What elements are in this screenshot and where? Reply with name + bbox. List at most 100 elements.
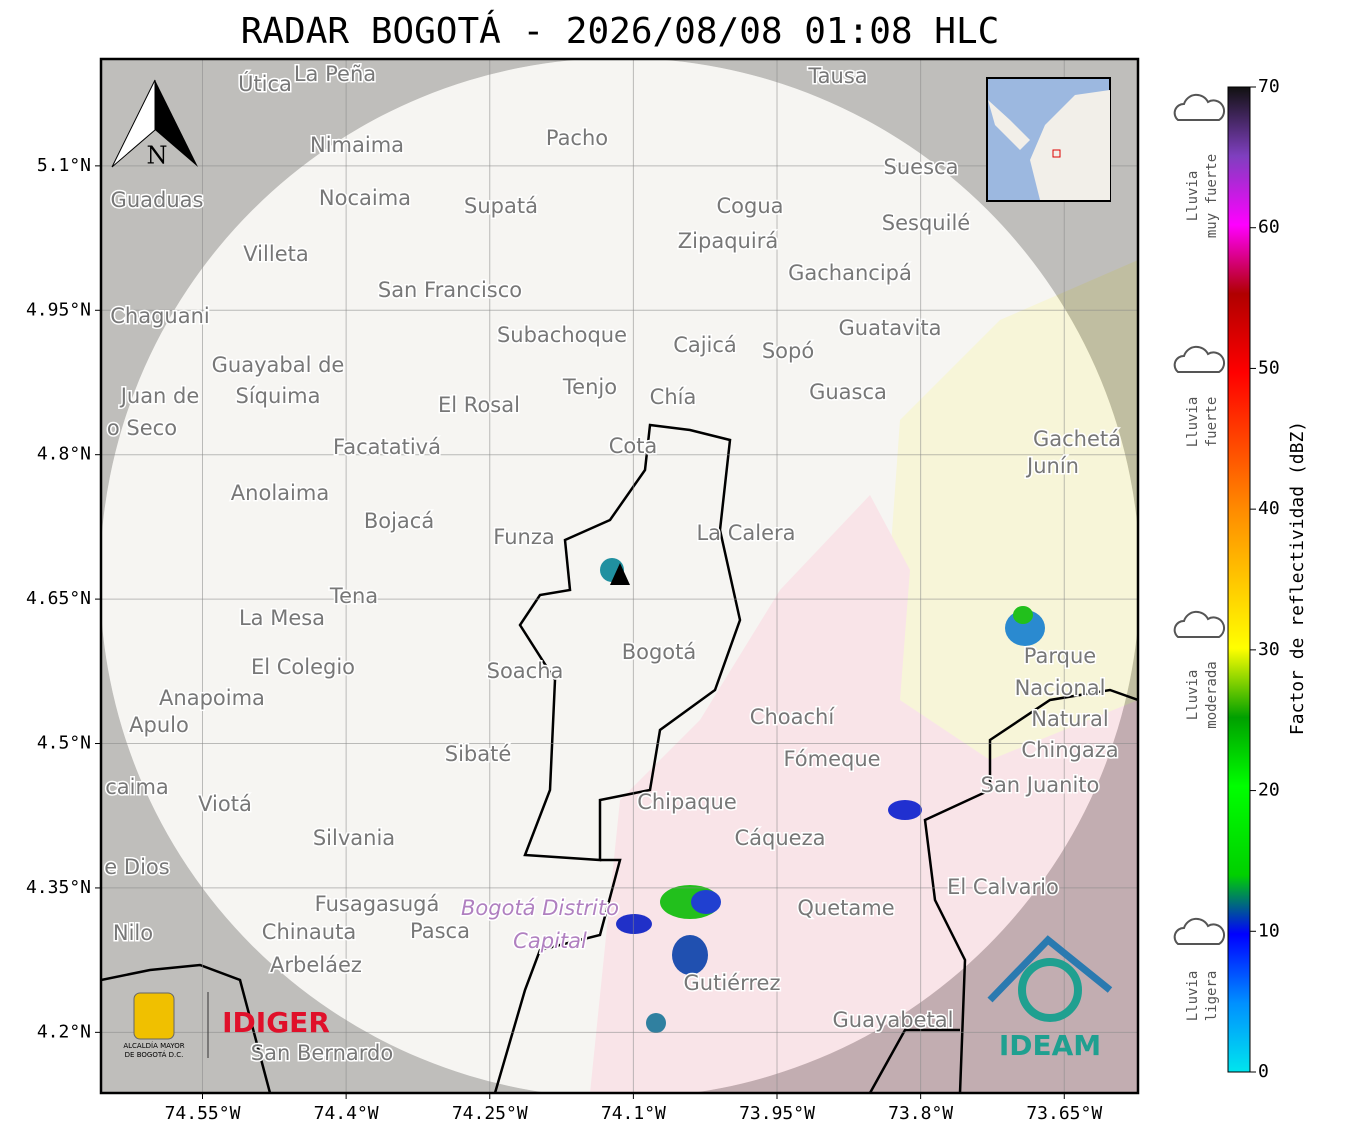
rain-category-label: ligera	[1204, 971, 1220, 1022]
colorbar	[1227, 86, 1251, 1073]
place-label: Gutiérrez	[684, 971, 781, 995]
place-label: Gachetá	[1033, 427, 1121, 451]
rain-icon	[1173, 345, 1226, 373]
place-label: El Rosal	[438, 393, 520, 417]
place-label: Villeta	[243, 242, 308, 266]
x-tick-label: 73.8°W	[888, 1103, 953, 1124]
place-label: Tausa	[807, 64, 867, 88]
place-label: Sopó	[762, 339, 814, 363]
place-label: Guayabetal	[833, 1008, 954, 1032]
y-tick-label: 4.35°N	[26, 877, 91, 898]
y-tick-label: 4.8°N	[37, 444, 91, 465]
place-label: La Mesa	[239, 606, 325, 630]
inset-land	[988, 90, 1110, 200]
alcaldia-text: DE BOGOTÁ D.C.	[125, 1050, 184, 1059]
y-tick-label: 4.95°N	[26, 299, 91, 320]
rain-category-label: Lluvia	[1185, 171, 1201, 222]
alcaldia-text: ALCALDÍA MAYOR	[123, 1041, 184, 1050]
colorbar-ticks: 0 10 20 30 40 50 60 70	[1250, 76, 1280, 1082]
ideam-swirl	[1018, 958, 1082, 1022]
radar-echo	[1013, 606, 1033, 624]
place-label: San Juanito	[981, 773, 1100, 797]
place-label: San Francisco	[378, 278, 522, 302]
radar-echo	[616, 914, 652, 934]
logos: ALCALDÍA MAYOR DE BOGOTÁ D.C. IDIGER IDE…	[123, 935, 1113, 1062]
place-label: Bogotá	[622, 640, 697, 664]
place-label: Subachoque	[497, 323, 627, 347]
place-label: Soacha	[487, 659, 564, 683]
place-label: Guayabal de	[212, 353, 345, 377]
north-arrow: N	[111, 79, 198, 170]
place-label: Bojacá	[364, 509, 434, 533]
colorbar-tick-label: 10	[1258, 920, 1280, 941]
radar-echo	[672, 935, 708, 975]
place-label: Apulo	[129, 713, 189, 737]
radar-echoes	[600, 558, 1045, 1033]
place-label: Síquima	[236, 384, 321, 408]
place-label: Silvania	[313, 826, 395, 850]
alcaldia-shield	[133, 992, 175, 1040]
place-label: San Bernardo	[251, 1041, 393, 1065]
place-label: Cajicá	[673, 333, 737, 357]
rain-icon	[1173, 93, 1226, 121]
colorbar-tick-label: 40	[1258, 498, 1280, 519]
place-label: Fusagasugá	[315, 892, 440, 916]
radar-site	[610, 563, 630, 585]
place-label: Chinauta	[262, 920, 356, 944]
place-label: Gachancipá	[788, 261, 912, 285]
place-label: Pacho	[546, 126, 608, 150]
rain-category-label: Lluvia	[1185, 971, 1201, 1022]
grid	[101, 59, 1138, 1093]
place-label: Fómeque	[783, 747, 880, 771]
ideam-logo: IDEAM	[999, 1029, 1101, 1062]
inset-marker	[1052, 149, 1061, 158]
bogota-boundary	[518, 423, 742, 862]
rain-category-label: moderada	[1204, 661, 1220, 728]
place-label: Natural	[1031, 707, 1108, 731]
place-label: Capital	[513, 929, 587, 953]
place-label: La Calera	[696, 521, 795, 545]
y-tick-label: 4.2°N	[37, 1021, 91, 1042]
place-label: Cáqueza	[735, 826, 826, 850]
place-label: Cota	[609, 434, 658, 458]
rain-category-label: Lluvia	[1185, 397, 1201, 448]
north-arrow-right	[155, 80, 198, 167]
place-label: Juan de	[119, 384, 200, 408]
colorbar-tick-label: 0	[1258, 1061, 1269, 1082]
x-tick-label: 74.25°W	[452, 1103, 528, 1124]
x-tick-label: 73.65°W	[1026, 1103, 1102, 1124]
place-label: Junín	[1025, 454, 1079, 478]
place-label: Anapoima	[159, 686, 265, 710]
place-label: Quetame	[797, 896, 894, 920]
north-label: N	[147, 142, 168, 170]
rain-icon	[1173, 917, 1226, 945]
colorbar-tick-label: 60	[1258, 217, 1280, 238]
radar-echo	[888, 800, 922, 820]
idiger-logo: IDIGER	[222, 1006, 330, 1039]
x-tick-label: 74.55°W	[165, 1103, 241, 1124]
place-label: Nimaima	[310, 133, 404, 157]
place-label: Chía	[650, 385, 697, 409]
place-label: Nocaima	[319, 186, 411, 210]
ideam-roof	[987, 935, 1113, 1003]
place-label: o Seco	[107, 416, 177, 440]
y-tick-label: 5.1°N	[37, 155, 91, 176]
map-frame	[99, 57, 1140, 1095]
radar-echo	[646, 1013, 666, 1033]
inset-map	[986, 77, 1111, 202]
colorbar-label: Factor de reflectividad (dBZ)	[1287, 421, 1308, 735]
boundary	[101, 688, 1138, 1093]
title: RADAR BOGOTÁ - 2026/08/08 01:08 HLC	[241, 10, 1000, 52]
place-label: Nacional	[1015, 676, 1106, 700]
place-label: Nilo	[113, 921, 153, 945]
place-label: Parque	[1024, 644, 1096, 668]
place-label: Anolaima	[231, 481, 329, 505]
place-label: Chipaque	[637, 790, 737, 814]
place-label: Zipaquirá	[678, 229, 778, 253]
place-label: El Calvario	[947, 875, 1059, 899]
colorbar-tick-label: 50	[1258, 357, 1280, 378]
colorbar-tick-label: 20	[1258, 780, 1280, 801]
map: Útica La Peña Tausa Pacho Nimaima Suesca Guadu…	[101, 59, 1138, 1093]
